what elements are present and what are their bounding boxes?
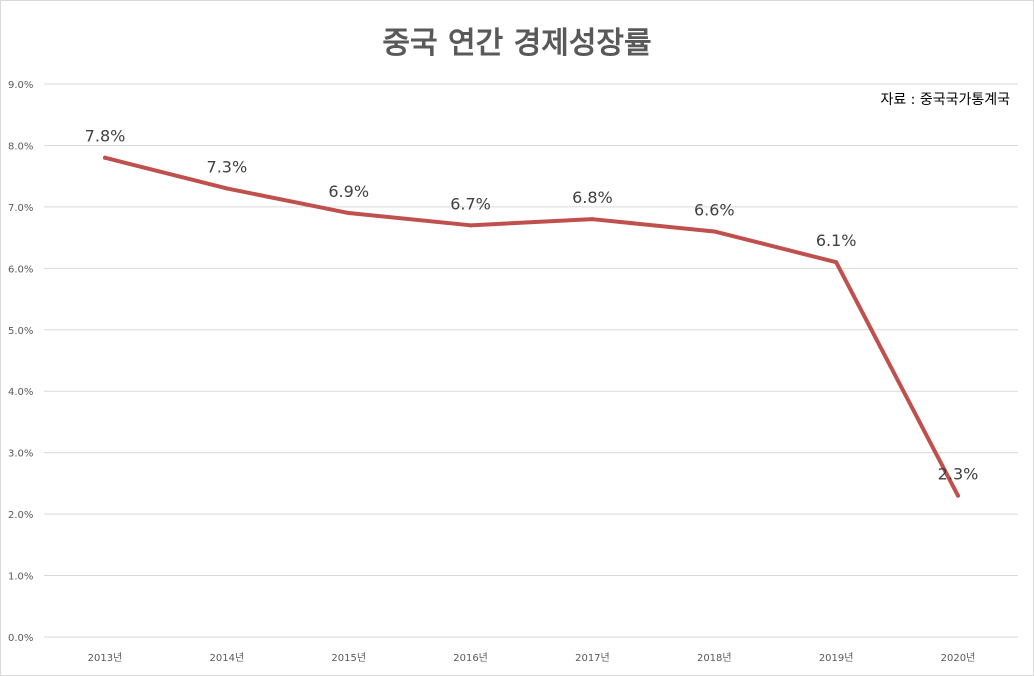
x-axis: 2013년 2014년 2015년 2016년 2017년 2018년 2019년 2020년: [88, 652, 976, 664]
series-line: [103, 155, 960, 498]
y-tick-label: 6.0%: [8, 264, 33, 275]
data-point: [103, 155, 107, 160]
data-point: [712, 229, 717, 234]
x-tick-label: 2017년: [575, 652, 610, 664]
chart-title: 중국 연간 경제성장률: [382, 26, 652, 61]
x-tick-label: 2016년: [453, 652, 488, 664]
data-label: 6.9%: [328, 182, 369, 201]
x-tick-label: 2018년: [697, 652, 732, 664]
y-tick-label: 5.0%: [8, 326, 33, 337]
x-tick-label: 2014년: [210, 652, 245, 664]
source-note: 자료 : 중국국가통계국: [880, 92, 1010, 108]
data-point: [834, 260, 839, 265]
y-tick-label: 2.0%: [8, 510, 33, 521]
data-label: 6.1%: [816, 231, 857, 250]
data-point: [590, 217, 595, 222]
data-point: [224, 186, 229, 191]
x-tick-label: 2013년: [88, 652, 123, 664]
data-labels: 7.8% 7.3% 6.9% 6.7% 6.8% 6.6% 6.1% 2.3%: [85, 127, 979, 484]
data-label: 2.3%: [938, 465, 979, 484]
data-point: [346, 211, 351, 216]
data-point: [468, 223, 473, 228]
data-label: 7.3%: [207, 157, 248, 176]
gridlines: [44, 83, 1018, 638]
y-tick-label: 4.0%: [8, 387, 33, 398]
y-tick-label: 9.0%: [8, 80, 33, 91]
data-label: 6.7%: [450, 194, 491, 213]
y-tick-label: 8.0%: [8, 141, 33, 152]
y-tick-label: 0.0%: [8, 633, 33, 644]
data-label: 7.8%: [85, 127, 126, 146]
y-tick-label: 7.0%: [8, 203, 33, 214]
x-tick-label: 2019년: [819, 652, 854, 664]
y-tick-label: 3.0%: [8, 449, 33, 460]
data-label: 6.6%: [694, 200, 735, 219]
y-axis: 0.0% 1.0% 2.0% 3.0% 4.0% 5.0% 6.0% 7.0% 8.0% 9.0%: [8, 80, 33, 644]
data-point: [956, 493, 960, 498]
series: [103, 155, 960, 498]
x-tick-label: 2020년: [941, 652, 976, 664]
data-label: 6.8%: [572, 188, 613, 207]
y-tick-label: 1.0%: [8, 572, 33, 583]
x-tick-label: 2015년: [331, 652, 366, 664]
